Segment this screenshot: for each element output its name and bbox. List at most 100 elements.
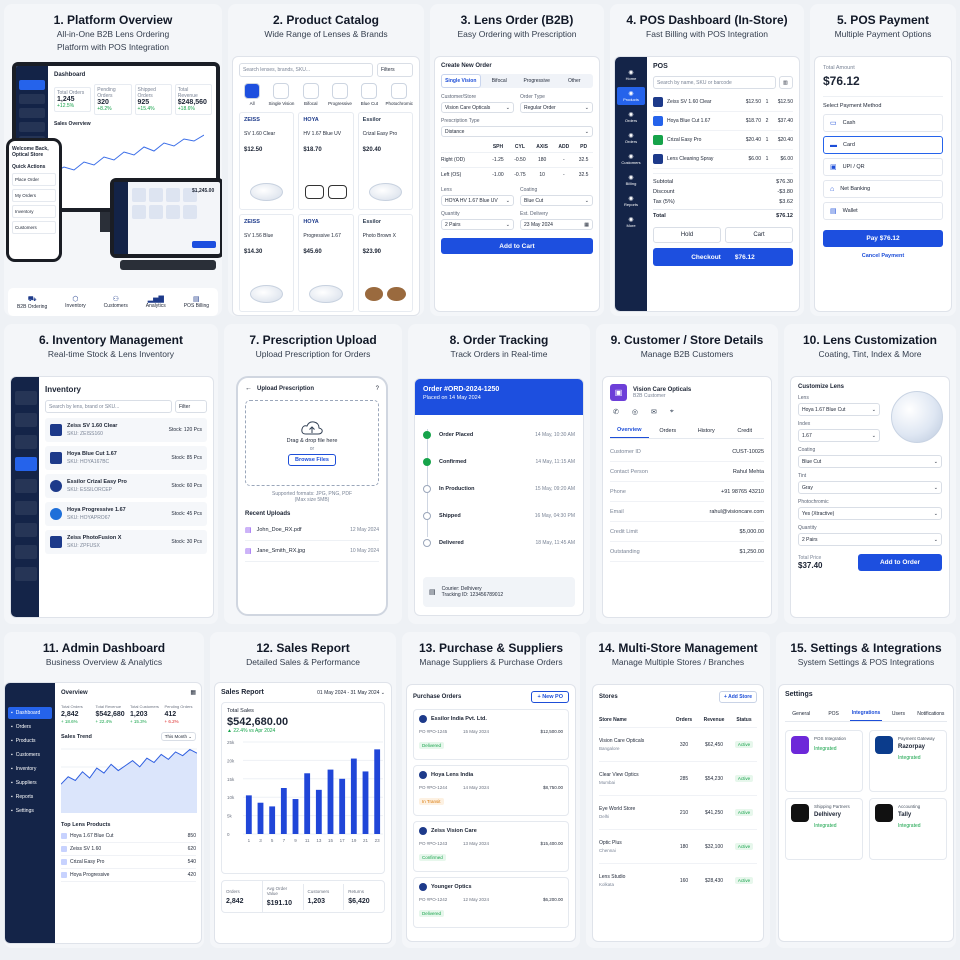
help-icon[interactable]: ? (375, 385, 379, 392)
rx-cell[interactable]: - (553, 152, 575, 168)
inventory-nav-item[interactable] (15, 479, 38, 493)
admin-nav-item[interactable]: ▪ Products (11, 738, 36, 744)
integration-card[interactable]: Payment Gateway Razorpay Integrated (869, 730, 947, 792)
inventory-nav-item[interactable] (15, 523, 38, 537)
product-card[interactable]: ZEISS SV 1.56 Blue $14.30 (239, 214, 295, 312)
category-chip[interactable]: Bifocal (298, 83, 324, 106)
admin-nav-item[interactable]: ▪ Inventory (11, 766, 37, 772)
new-po-button[interactable]: + New PO (531, 691, 569, 703)
customize-select[interactable]: Hoya 1.67 Blue Cut ⌄ (798, 403, 880, 416)
inventory-item[interactable]: Hoya Blue Cut 1.67 SKU: HOYA167BC Stock: 8… (45, 446, 207, 470)
rx-cell[interactable]: 32.5 (574, 152, 593, 168)
rx-tab[interactable]: Bifocal (491, 78, 507, 84)
customer-tab[interactable]: Orders (659, 427, 677, 434)
settings-tab[interactable]: Notifications (917, 710, 945, 717)
catalog-search-input[interactable]: Search lenses, brands, SKU... (239, 63, 373, 77)
inventory-item[interactable]: Essilor Crizal Easy Pro SKU: ESSILORCEP St… (45, 474, 207, 498)
product-card[interactable]: HOYA HV 1.67 Blue UV $18.70 (298, 112, 354, 210)
payment-method-cash[interactable]: ▭ Cash (823, 114, 943, 132)
integration-card[interactable]: Accounting Tally Integrated (869, 798, 947, 860)
inventory-nav-item[interactable] (15, 435, 38, 449)
delivery-date-field[interactable]: 23 May 2024 ▦ (520, 219, 593, 230)
pos-nav-item[interactable]: ◉ Customers (621, 154, 641, 165)
pos-nav-item[interactable]: ◉ More (626, 217, 636, 228)
product-card[interactable]: Essilor Crizal Easy Pro $20.40 (357, 112, 413, 210)
quantity-select[interactable]: 2 Pairs ⌄ (441, 219, 514, 230)
add-to-order-button[interactable]: Add to Order (858, 554, 942, 571)
recent-upload-item[interactable]: ▤ John_Doe_RX.pdf 12 May 2024 (245, 520, 379, 541)
rx-cell[interactable]: -1.00 (487, 167, 509, 182)
rx-cell[interactable]: 10 (530, 167, 554, 182)
store-row[interactable]: Lens Studio Kolkata 160 $28,430 Active (599, 863, 757, 897)
inventory-search-input[interactable]: Search by lens, brand or SKU... (45, 400, 172, 413)
barcode-icon[interactable]: ▥ (779, 76, 793, 89)
purchase-order-card[interactable]: Younger Optics PO #PO-1242 12 May 2024 $6,2… (413, 877, 569, 928)
category-chip[interactable]: Single Vision (268, 83, 294, 106)
phone-icon[interactable]: ✆ (613, 409, 619, 416)
inventory-nav-item[interactable] (15, 413, 38, 427)
customer-tab[interactable]: Overview (610, 423, 649, 438)
filters-button[interactable]: Filters (377, 63, 413, 77)
date-range-select[interactable]: 01 May 2024 - 31 May 2024 ⌄ (317, 689, 385, 696)
settings-tab[interactable]: General (792, 710, 811, 717)
product-card[interactable]: Essilor Photo Brown X $23.90 (357, 214, 413, 312)
inventory-item[interactable]: Zeiss SV 1.60 Clear SKU: ZEISS160 Stock: 1… (45, 418, 207, 442)
category-chip[interactable]: All (239, 83, 265, 106)
product-card[interactable]: HOYA Progressive 1.67 $45.60 (298, 214, 354, 312)
admin-nav-item[interactable]: ▪ Dashboard (8, 707, 52, 719)
mail-icon[interactable]: ✉ (650, 409, 657, 416)
inventory-item[interactable]: Hoya Progressive 1.67 SKU: HOYAPRO67 Stock… (45, 502, 207, 526)
admin-nav-item[interactable]: ▪ Settings (11, 808, 34, 814)
payment-method-wallet[interactable]: ▤ Wallet (823, 202, 943, 220)
pos-nav-item[interactable]: ◉ Products (617, 87, 645, 105)
coating-select[interactable]: Blue Cut ⌄ (520, 195, 593, 206)
rx-tab[interactable]: Progressive (523, 78, 550, 84)
category-chip[interactable]: Progressive (327, 83, 353, 106)
store-row[interactable]: Eye World Store Delhi 210 $41,250 Active (599, 795, 757, 829)
inventory-filter-button[interactable]: Filter (175, 400, 207, 413)
integration-card[interactable]: Shipping Partners Delhivery Integrated (785, 798, 863, 860)
rx-cell[interactable]: -1.25 (487, 152, 509, 168)
customer-tab[interactable]: History (697, 427, 715, 434)
checkout-button[interactable]: Checkout $76.12 (653, 248, 793, 266)
category-chip[interactable]: Photochromic (385, 83, 413, 106)
settings-tab[interactable]: Integrations (849, 706, 883, 721)
store-row[interactable]: Vision Care Opticals Bangalore 320 $62,450 A… (599, 727, 757, 761)
customer-select[interactable]: Vision Care Opticals ⌄ (441, 102, 514, 113)
admin-nav-item[interactable]: ▪ Customers (11, 752, 40, 758)
rx-cell[interactable]: 32.5 (574, 167, 593, 182)
drop-zone[interactable]: Drag & drop file here or Browse Files (245, 400, 379, 486)
browse-files-button[interactable]: Browse Files (288, 454, 336, 466)
rx-cell[interactable]: -0.75 (508, 167, 531, 182)
phone-action-item[interactable]: My Orders (12, 189, 56, 202)
admin-nav-item[interactable]: ▪ Suppliers (11, 780, 37, 786)
purchase-order-card[interactable]: Zeiss Vision Care PO #PO-1243 13 May 2024 $… (413, 821, 569, 872)
add-to-cart-button[interactable]: Add to Cart (441, 238, 593, 254)
prescription-type-select[interactable]: Distance ⌄ (441, 126, 593, 137)
cart-item[interactable]: Lens Cleaning Spray $6.00 1 $6.00 (653, 150, 793, 169)
pay-button[interactable]: Pay $76.12 (823, 230, 943, 247)
phone-action-item[interactable]: Place Order (12, 173, 56, 186)
store-row[interactable]: Optic Plus Chennai 180 $32,100 Active (599, 829, 757, 863)
payment-method-qr-code[interactable]: ▣ UPI / QR (823, 158, 943, 176)
inventory-item[interactable]: Zeiss PhotoFusion X SKU: ZPFUSX Stock: 30 … (45, 530, 207, 554)
inventory-nav-item[interactable] (15, 545, 38, 559)
admin-nav-item[interactable]: ▪ Orders (11, 724, 32, 730)
purchase-order-card[interactable]: Essilor India Pvt. Ltd. PO #PO-1245 15 May… (413, 709, 569, 760)
cancel-payment-link[interactable]: Cancel Payment (861, 253, 905, 259)
settings-tab[interactable]: Users (891, 710, 905, 717)
pos-nav-item[interactable]: ◉ Orders (624, 112, 638, 123)
back-arrow-icon[interactable]: ← (245, 385, 252, 392)
inventory-nav-item[interactable] (15, 391, 38, 405)
hold-button[interactable]: Hold (653, 227, 721, 243)
admin-nav-item[interactable]: ▪ Reports (11, 794, 34, 800)
cart-item[interactable]: Hoya Blue Cut 1.67 $18.70 2 $37.40 (653, 112, 793, 131)
customer-tab[interactable]: Credit (737, 427, 753, 434)
category-chip[interactable]: Blue Cut (356, 83, 382, 106)
inventory-nav-item[interactable] (15, 501, 38, 515)
phone-action-item[interactable]: Customers (12, 221, 56, 234)
pos-nav-item[interactable]: ◉ Home (625, 70, 637, 81)
rx-cell[interactable]: 180 (530, 152, 554, 168)
rx-tab[interactable]: Single Vision (441, 74, 481, 88)
payment-method-bank[interactable]: ⌂ Net Banking (823, 180, 943, 198)
